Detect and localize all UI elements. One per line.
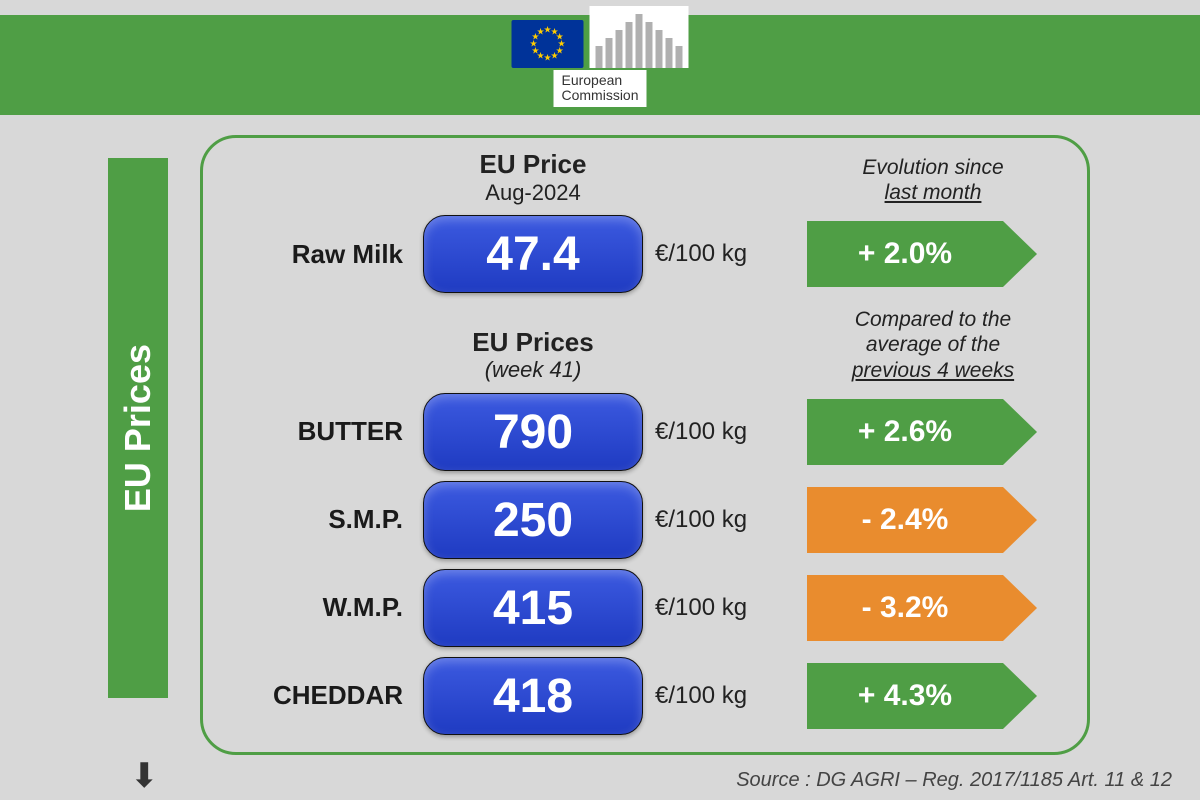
change-arrow-smp: - 2.4% <box>807 487 1037 553</box>
price-wmp: 415 <box>423 569 643 647</box>
unit-smp: €/100 kg <box>655 506 795 534</box>
section1-title: EU Price <box>423 150 643 180</box>
ec-caption: European Commission <box>553 70 646 107</box>
label-wmp: W.M.P. <box>231 592 411 623</box>
row-raw-milk: Raw Milk 47.4 €/100 kg + 2.0% <box>231 215 1059 293</box>
ec-line2: Commission <box>561 88 638 103</box>
section1-subtitle: Aug-2024 <box>423 180 643 205</box>
row-wmp: W.M.P. 415 €/100 kg - 3.2% <box>231 569 1059 647</box>
ec-logo: ★★★★★★★★★★★★ European Commission <box>512 6 689 107</box>
label-cheddar: CHEDDAR <box>231 680 411 711</box>
price-smp: 250 <box>423 481 643 559</box>
unit-cheddar: €/100 kg <box>655 682 795 710</box>
change-arrow-butter: + 2.6% <box>807 399 1037 465</box>
label-raw-milk: Raw Milk <box>231 239 411 270</box>
sidebar-title: EU Prices <box>117 344 159 512</box>
price-cheddar: 418 <box>423 657 643 735</box>
price-panel: EU Price Aug-2024 Evolution since last m… <box>200 135 1090 755</box>
section2-title: EU Prices <box>423 328 643 358</box>
section1-header: EU Price Aug-2024 Evolution since last m… <box>231 150 1059 205</box>
unit-butter: €/100 kg <box>655 418 795 446</box>
unit-raw-milk: €/100 kg <box>655 240 795 268</box>
sidebar: EU Prices <box>108 158 168 698</box>
section2-header: EU Prices (week 41) Compared to the aver… <box>231 307 1059 383</box>
row-butter: BUTTER 790 €/100 kg + 2.6% <box>231 393 1059 471</box>
change-arrow-raw-milk: + 2.0% <box>807 221 1037 287</box>
ec-line1: European <box>561 73 638 88</box>
price-raw-milk: 47.4 <box>423 215 643 293</box>
row-cheddar: CHEDDAR 418 €/100 kg + 4.3% <box>231 657 1059 735</box>
change-arrow-wmp: - 3.2% <box>807 575 1037 641</box>
unit-wmp: €/100 kg <box>655 594 795 622</box>
commission-building-icon <box>590 6 689 68</box>
source-text: Source : DG AGRI – Reg. 2017/1185 Art. 1… <box>736 769 1172 792</box>
label-butter: BUTTER <box>231 416 411 447</box>
eu-flag-icon: ★★★★★★★★★★★★ <box>512 20 584 68</box>
down-arrow-icon: ⬇ <box>130 756 159 796</box>
section2-subtitle: (week 41) <box>423 357 643 382</box>
price-butter: 790 <box>423 393 643 471</box>
label-smp: S.M.P. <box>231 504 411 535</box>
section1-evolution-caption: Evolution since last month <box>807 155 1059 205</box>
change-arrow-cheddar: + 4.3% <box>807 663 1037 729</box>
section2-compare-caption: Compared to the average of the previous … <box>807 307 1059 383</box>
row-smp: S.M.P. 250 €/100 kg - 2.4% <box>231 481 1059 559</box>
